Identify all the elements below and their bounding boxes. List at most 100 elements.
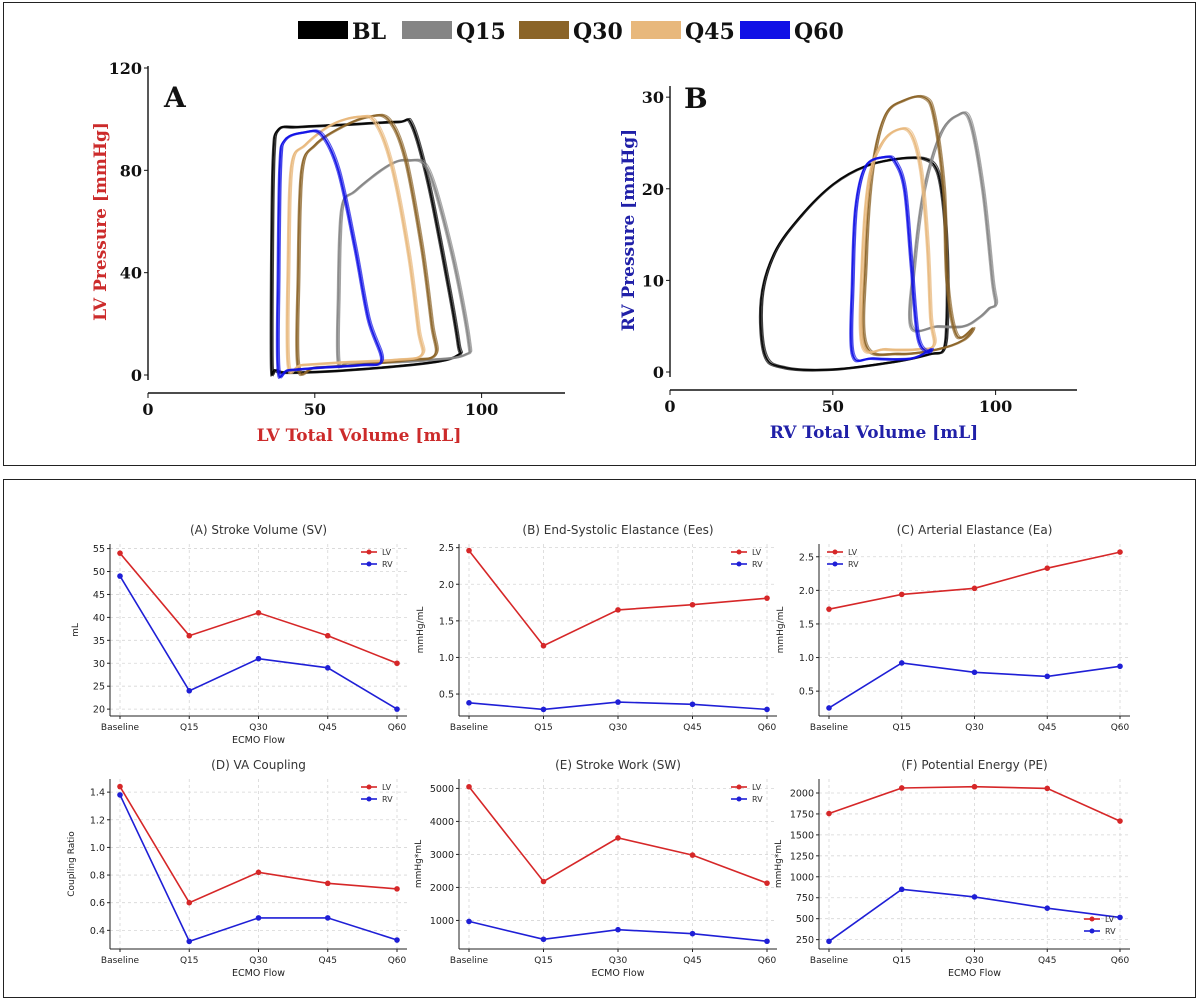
series-rv	[826, 660, 1123, 711]
data-point-rv	[826, 705, 832, 711]
y-tick-label: 30	[642, 88, 664, 107]
y-tick-label: 1750	[790, 809, 814, 820]
y-tick-label: 0.5	[799, 687, 814, 698]
x-tick-label: 50	[304, 400, 326, 419]
data-point-rv	[764, 706, 770, 713]
panel-label: B	[684, 82, 708, 115]
y-tick-label: 1.2	[90, 815, 105, 826]
legend-label-rv: RV	[382, 560, 393, 569]
x-tick-label: Baseline	[101, 956, 140, 966]
x-tick-label: Q15	[180, 723, 199, 733]
pv-loop-trace	[295, 115, 436, 377]
x-axis-label: ECMO Flow	[591, 968, 644, 979]
y-tick-label: 0	[131, 366, 142, 385]
x-axis-label: ECMO Flow	[948, 968, 1001, 979]
data-point-lv	[466, 547, 472, 554]
y-tick-label: 30	[93, 659, 105, 670]
x-tick-label: Q30	[965, 723, 984, 733]
x-tick-label: Q15	[534, 956, 553, 966]
data-point-rv	[466, 700, 472, 706]
data-point-lv	[324, 880, 331, 887]
y-axis-label: mmHg*mL	[414, 840, 424, 888]
data-point-rv	[255, 655, 262, 662]
hemodynamics-charts-svg: Baseline Q15 Q30 Q45 Q60 20 25 30 35 40 45 50 55 (A) …	[67, 523, 1130, 979]
series-lv	[466, 783, 770, 886]
x-tick-label: Q60	[1111, 723, 1130, 733]
data-point-lv	[764, 595, 770, 601]
series-rv	[117, 573, 400, 712]
data-point-rv	[689, 930, 696, 937]
pv-loop-trace	[852, 155, 934, 361]
data-point-rv	[764, 938, 770, 945]
legend-label-rv: RV	[752, 795, 763, 804]
y-tick-label: 0.4	[90, 926, 105, 937]
legend-label-rv: RV	[752, 560, 763, 569]
pv-loop-trace	[272, 117, 464, 375]
data-point-lv	[394, 660, 400, 667]
y-tick-label: 1250	[790, 851, 814, 862]
pv-loop-q60	[849, 155, 934, 363]
data-point-rv	[689, 701, 696, 708]
legend-marker-rv	[736, 561, 742, 567]
data-point-lv	[615, 835, 621, 841]
data-point-lv	[186, 899, 193, 906]
pv-loop-trace	[861, 127, 937, 353]
x-tick-label: Q60	[758, 956, 777, 966]
x-tick-label: Q30	[609, 723, 628, 733]
x-tick-label: Baseline	[450, 956, 489, 966]
pv-loop-trace	[758, 157, 947, 372]
y-tick-label: 80	[120, 161, 142, 180]
x-tick-label: Q30	[965, 956, 984, 966]
pv-loop-trace	[275, 131, 382, 379]
legend-label-q30: Q30	[573, 19, 623, 45]
y-tick-label: 500	[796, 914, 814, 925]
y-tick-label: 1500	[790, 830, 814, 841]
pv-loop-trace	[907, 112, 996, 333]
chart-legend: LV RV	[361, 783, 393, 804]
x-tick-label: Q15	[180, 956, 199, 966]
pv-loop-trace	[288, 114, 426, 373]
x-tick-label: Q15	[892, 723, 911, 733]
y-axis-label: mmHg*mL	[774, 840, 784, 888]
chart-title: (B) End-Systolic Elastance (Ees)	[522, 523, 713, 537]
legend-marker-lv	[366, 784, 372, 790]
legend-label-lv: LV	[752, 783, 762, 792]
pv-loop-q45	[285, 114, 426, 375]
data-point-rv	[898, 886, 905, 893]
x-tick-label: Q60	[388, 956, 407, 966]
data-point-rv	[1044, 673, 1051, 680]
x-axis-label: RV Total Volume [mL]	[770, 423, 978, 443]
pv-loop-trace	[849, 156, 931, 363]
legend-label-lv: LV	[382, 783, 392, 792]
legend-marker-lv	[832, 549, 838, 555]
pv-loop-trace	[858, 128, 934, 354]
x-tick-label: Q60	[388, 723, 407, 733]
data-point-lv	[117, 550, 123, 556]
data-point-lv	[826, 606, 832, 612]
pv-loop-trace	[295, 114, 438, 376]
data-point-lv	[466, 783, 472, 790]
x-tick-label: 50	[822, 397, 844, 416]
legend-label-lv: LV	[382, 548, 392, 557]
y-tick-label: 2.0	[799, 586, 814, 597]
x-tick-label: Q45	[318, 723, 337, 733]
chart-legend: LV RV	[731, 783, 763, 804]
y-tick-label: 0.8	[90, 871, 105, 882]
data-point-lv	[1044, 785, 1051, 792]
legend-label-bl: BL	[352, 19, 386, 45]
data-point-lv	[117, 783, 123, 790]
chart-panel-1: Baseline Q15 Q30 Q45 Q60 20 25 30 35 40 45 50 55 (A) …	[71, 523, 407, 746]
data-point-lv	[898, 785, 905, 791]
data-point-rv	[615, 926, 621, 933]
series-lv	[117, 550, 400, 667]
series-lv	[466, 547, 770, 649]
pv-loops-figure: BL Q15 Q30 Q45 Q60 0 50 100 0 40 80 120 A LV Total Vo…	[3, 2, 1196, 466]
data-point-rv	[1117, 663, 1123, 670]
chart-legend: LV RV	[827, 548, 859, 569]
chart-panel-2: Baseline Q15 Q30 Q45 Q60 0.5 1.0 1.5 2.0 2.5 (B) E…	[416, 523, 777, 733]
x-axis-label: ECMO Flow	[232, 968, 285, 979]
x-tick-label: Q15	[534, 723, 553, 733]
x-tick-label: 100	[979, 397, 1012, 416]
x-tick-label: Q45	[683, 723, 702, 733]
y-tick-label: 45	[93, 590, 105, 601]
